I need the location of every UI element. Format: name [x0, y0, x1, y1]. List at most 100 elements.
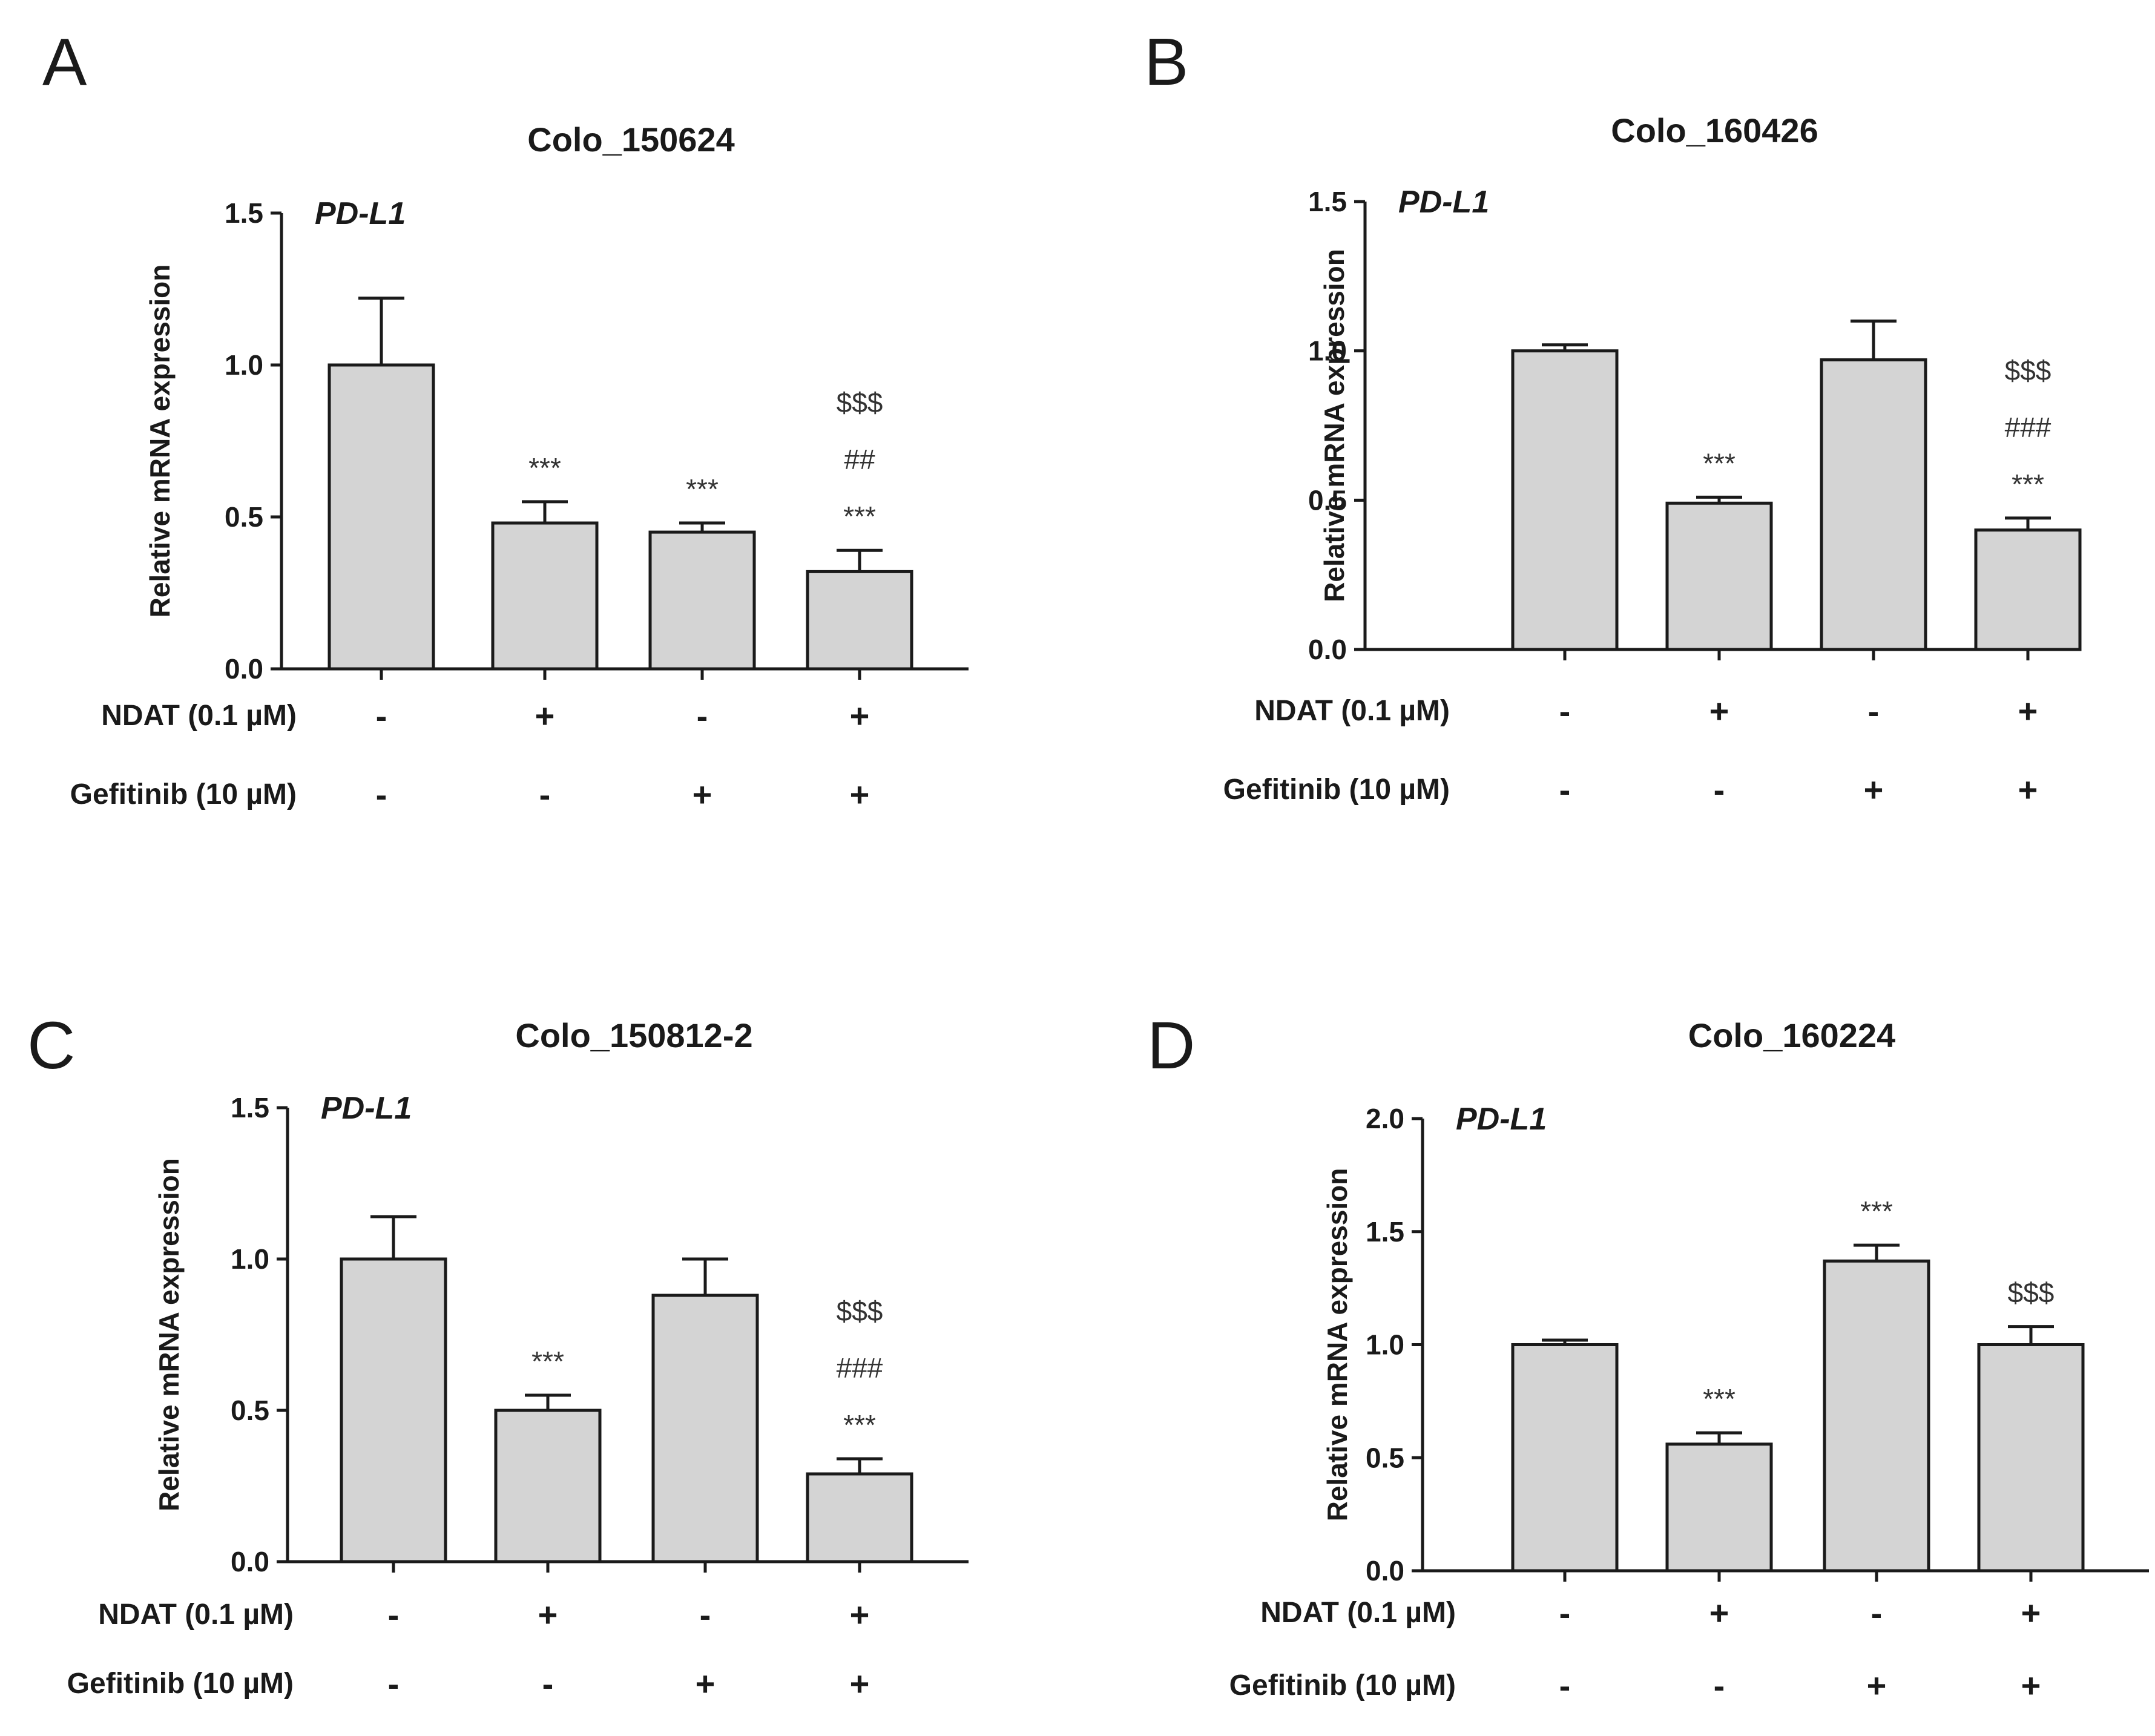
- significance-marker: $$$: [837, 387, 883, 418]
- bar: [1977, 1343, 2085, 1573]
- significance-marker: ###: [837, 1352, 883, 1384]
- treatment-sign: +: [1864, 771, 1884, 809]
- treatment-label: NDAT (0.1 µM): [1254, 695, 1450, 727]
- y-axis-label: Relative mRNA expression: [144, 265, 176, 618]
- panel-letter: B: [1144, 25, 1188, 99]
- y-axis-label: Relative mRNA expression: [1321, 1168, 1353, 1522]
- treatment-label: Gefitinib (10 µM): [67, 1668, 294, 1700]
- y-axis-label: Relative mRNA expression: [153, 1158, 185, 1511]
- treatment-sign: -: [1714, 1666, 1725, 1705]
- panel-letter: A: [42, 25, 87, 99]
- treatment-sign: -: [1559, 771, 1571, 809]
- treatment-sign: -: [697, 697, 708, 735]
- bar: [806, 1472, 913, 1563]
- chart-title: Colo_150812-2: [515, 1016, 752, 1054]
- panel-letter: C: [27, 1008, 75, 1083]
- y-tick-label: 1.0: [1308, 335, 1347, 367]
- y-axis-label: Relative mRNA expression: [1318, 249, 1350, 602]
- chart-title: Colo_150624: [527, 120, 734, 159]
- bar: [1665, 501, 1773, 651]
- significance-marker: ***: [1703, 447, 1736, 479]
- gene-label: PD-L1: [1398, 185, 1489, 220]
- panel-letter: D: [1147, 1008, 1195, 1083]
- bar: [1665, 1442, 1773, 1573]
- significance-marker: ##: [844, 444, 875, 475]
- significance-marker: ***: [843, 501, 876, 532]
- y-tick-label: 1.5: [225, 197, 263, 229]
- chart-title: Colo_160224: [1688, 1016, 1895, 1054]
- significance-marker: ***: [1703, 1383, 1736, 1415]
- treatment-sign: +: [1709, 1594, 1729, 1632]
- treatment-label: NDAT (0.1 µM): [98, 1599, 294, 1631]
- significance-marker: $$$: [837, 1295, 883, 1327]
- bar: [491, 521, 599, 671]
- gene-label: PD-L1: [321, 1091, 412, 1126]
- treatment-sign: +: [2021, 1594, 2041, 1632]
- panel-a: A Colo_150624 PD-L1 Relative mRNA expressio…: [42, 25, 969, 814]
- y-tick-label: 1.5: [1308, 186, 1347, 217]
- treatment-sign: -: [542, 1665, 554, 1703]
- significance-marker: ***: [686, 473, 719, 505]
- panel-d: D Colo_160224 PD-L1 Relative mRNA expressio…: [1147, 1008, 2149, 1705]
- bar: [327, 363, 435, 671]
- y-tick-label: 1.0: [231, 1243, 269, 1275]
- significance-marker: $$$: [2005, 355, 2051, 386]
- gene-label: PD-L1: [1456, 1102, 1547, 1137]
- y-tick-label: 0.5: [225, 501, 263, 533]
- y-tick-label: 0.5: [1366, 1442, 1404, 1473]
- treatment-sign: +: [2018, 771, 2038, 809]
- y-tick-label: 0.0: [225, 653, 263, 685]
- treatment-sign: +: [2018, 692, 2038, 730]
- bar: [340, 1257, 447, 1563]
- significance-marker: ###: [2005, 412, 2051, 443]
- treatment-label: Gefitinib (10 µM): [1223, 774, 1450, 806]
- bar: [651, 1294, 759, 1563]
- treatment-sign: -: [1559, 692, 1571, 730]
- y-tick-label: 1.5: [231, 1092, 269, 1123]
- y-tick-label: 1.0: [1366, 1329, 1404, 1361]
- treatment-sign: -: [1868, 692, 1880, 730]
- y-tick-label: 1.5: [1366, 1216, 1404, 1248]
- y-tick-label: 0.0: [231, 1546, 269, 1577]
- bar: [1823, 1259, 1930, 1573]
- panel-b: B Colo_160426 PD-L1 Relative mRNA expressio…: [1144, 25, 2082, 809]
- treatment-sign: +: [850, 1665, 870, 1703]
- treatment-label: NDAT (0.1 µM): [101, 700, 297, 732]
- y-tick-label: 0.5: [1308, 484, 1347, 516]
- gene-label: PD-L1: [315, 196, 406, 231]
- treatment-sign: -: [1714, 771, 1725, 809]
- significance-marker: ***: [843, 1409, 876, 1441]
- treatment-sign: +: [693, 775, 712, 814]
- bar: [1974, 528, 2082, 651]
- treatment-sign: -: [1871, 1594, 1883, 1632]
- treatment-sign: +: [850, 1596, 870, 1634]
- treatment-sign: -: [1559, 1666, 1571, 1705]
- significance-marker: ***: [1860, 1195, 1893, 1227]
- y-tick-label: 2.0: [1366, 1103, 1404, 1134]
- treatment-sign: -: [539, 775, 551, 814]
- significance-marker: ***: [528, 452, 561, 484]
- significance-marker: ***: [2012, 469, 2044, 500]
- treatment-sign: +: [1867, 1666, 1887, 1705]
- y-tick-label: 0.0: [1308, 634, 1347, 665]
- treatment-sign: -: [388, 1596, 400, 1634]
- treatment-sign: -: [700, 1596, 711, 1634]
- y-tick-label: 1.0: [225, 349, 263, 381]
- treatment-sign: +: [696, 1665, 716, 1703]
- treatment-sign: -: [376, 775, 387, 814]
- treatment-label: NDAT (0.1 µM): [1260, 1597, 1456, 1629]
- treatment-sign: +: [535, 697, 555, 735]
- treatment-sign: -: [388, 1665, 400, 1703]
- chart-title: Colo_160426: [1611, 111, 1818, 150]
- treatment-sign: +: [850, 775, 870, 814]
- y-tick-label: 0.5: [231, 1395, 269, 1426]
- bar: [494, 1409, 602, 1563]
- bar: [1820, 358, 1927, 651]
- treatment-sign: +: [1709, 692, 1729, 730]
- treatment-sign: -: [376, 697, 387, 735]
- treatment-sign: +: [538, 1596, 558, 1634]
- treatment-sign: +: [2021, 1666, 2041, 1705]
- panel-c: C Colo_150812-2 PD-L1 Relative mRNA express…: [27, 1008, 969, 1703]
- significance-marker: $$$: [2008, 1277, 2055, 1309]
